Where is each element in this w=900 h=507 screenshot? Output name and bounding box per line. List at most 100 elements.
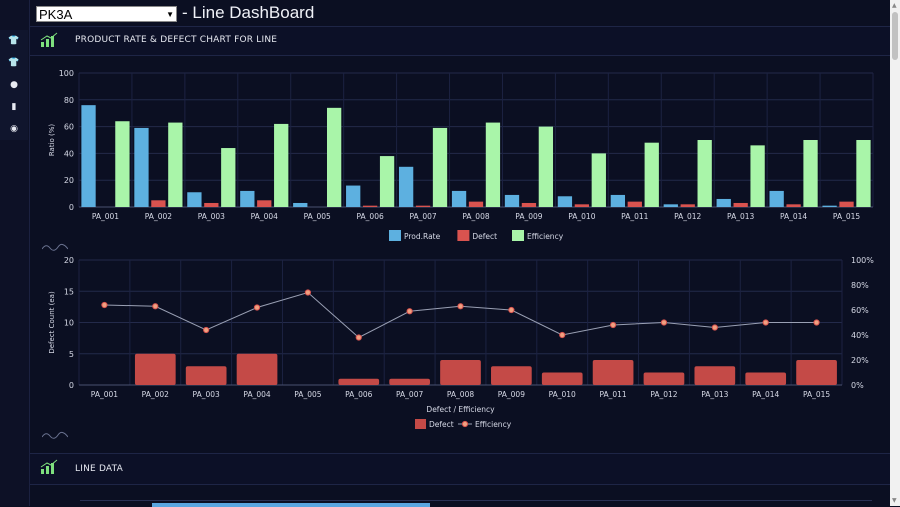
sidebar-item-shirt[interactable]: 👕 <box>0 30 28 52</box>
scrollbar[interactable]: ▲ ▼ <box>890 0 900 506</box>
x-tick-label: PA_004 <box>243 390 270 399</box>
bar-chart-icon <box>40 32 58 47</box>
x-tick-label: PA_014 <box>752 390 779 399</box>
bar-efficiency <box>432 127 448 207</box>
y-tick-label: 40 <box>64 149 74 158</box>
bar-defect <box>786 204 801 207</box>
bar-efficiency <box>591 153 606 207</box>
bar-efficiency <box>485 122 501 207</box>
x-tick-label: PA_001 <box>91 390 118 399</box>
bar-defect <box>362 205 378 207</box>
sidebar-item-clock[interactable]: ◉ <box>0 118 28 140</box>
bar-prodrate <box>293 202 308 207</box>
point-efficiency <box>660 319 668 326</box>
x-tick-label: PA_005 <box>304 212 331 221</box>
point-efficiency <box>355 334 362 341</box>
x-tick-label: PA_006 <box>345 390 372 399</box>
bar-defect <box>338 378 380 385</box>
bar-defect <box>415 205 431 207</box>
x-tick-label: PA_007 <box>396 390 423 399</box>
scroll-up-icon[interactable]: ▲ <box>892 2 897 9</box>
legend-marker <box>461 420 469 428</box>
sidebar-item-document[interactable]: ▮ <box>0 96 28 118</box>
scroll-thumb[interactable] <box>892 12 898 60</box>
shirt-icon: 👕 <box>8 36 20 46</box>
y-tick-label: 0 <box>69 203 74 212</box>
y-tick-label: 80 <box>64 96 74 105</box>
chevron-down-icon: ▼ <box>166 10 174 19</box>
point-efficiency <box>203 326 210 334</box>
x-tick-label: PA_014 <box>780 212 807 221</box>
sidebar-item-palette[interactable]: ● <box>0 74 28 96</box>
bar-prodrate <box>716 198 731 207</box>
point-efficiency <box>610 321 617 329</box>
bar-defect <box>592 360 634 385</box>
bar-defect <box>643 372 685 385</box>
x-tick-label: PA_007 <box>409 212 436 221</box>
y2-tick-label: 100% <box>851 256 874 265</box>
bar-efficiency <box>644 142 659 207</box>
bar-defect <box>204 202 219 207</box>
bar-efficiency <box>697 140 712 207</box>
y2-tick-label: 0% <box>851 381 864 390</box>
bar-prodrate <box>504 194 520 207</box>
point-efficiency <box>101 301 108 309</box>
bar-defect <box>185 366 227 385</box>
point-efficiency <box>711 324 718 331</box>
bar-defect <box>151 200 166 207</box>
legend-label: Efficiency <box>527 232 564 241</box>
bar-prodrate <box>557 196 573 207</box>
main-content: PK3A ▼ - Line DashBoard PRODUCT RATE & D… <box>30 0 890 507</box>
legend-label: Prod.Rate <box>404 232 441 241</box>
point-efficiency <box>559 331 566 339</box>
x-tick-label: PA_008 <box>462 212 489 221</box>
x-tick-label: PA_013 <box>701 390 728 399</box>
point-efficiency <box>253 304 261 311</box>
x-tick-label: PA_012 <box>650 390 677 399</box>
x-tick-label: PA_004 <box>251 212 278 221</box>
point-efficiency <box>457 303 464 310</box>
point-efficiency <box>813 319 820 326</box>
legend-swatch <box>415 419 426 429</box>
bar-prodrate <box>769 190 784 207</box>
x-tick-label: PA_011 <box>621 212 648 221</box>
x-tick-label: PA_012 <box>674 212 701 221</box>
y-tick-label: 100 <box>59 69 74 78</box>
bar-defect <box>521 202 537 207</box>
scroll-down-icon[interactable]: ▼ <box>892 497 897 504</box>
x-tick-label: PA_002 <box>142 390 169 399</box>
y2-tick-label: 40% <box>851 331 869 340</box>
x-tick-label: PA_002 <box>145 212 172 221</box>
line-data-title: LINE DATA <box>75 464 123 474</box>
y-tick-label: 5 <box>69 350 74 359</box>
bar-defect <box>134 353 176 385</box>
clock-icon: ◉ <box>10 124 18 134</box>
bar-efficiency <box>856 140 871 207</box>
x-tick-label: PA_003 <box>198 212 225 221</box>
document-icon: ▮ <box>11 102 17 112</box>
x-tick-label: PA_003 <box>193 390 220 399</box>
y2-tick-label: 60% <box>851 306 869 315</box>
bar-defect <box>440 360 481 385</box>
y2-tick-label: 20% <box>851 356 869 365</box>
y-tick-label: 0 <box>69 381 74 390</box>
bar-defect <box>574 204 590 207</box>
page-title: - Line DashBoard <box>182 3 315 22</box>
sidebar-item-shirt-2[interactable]: 👕 <box>0 52 28 74</box>
y-tick-label: 15 <box>64 287 74 296</box>
shirt-icon: 👕 <box>8 58 20 68</box>
bar-defect <box>236 353 278 385</box>
bar-defect <box>389 378 430 385</box>
x-tick-label: PA_010 <box>568 212 595 221</box>
bar-defect <box>839 201 854 207</box>
line-select[interactable]: PK3A ▼ <box>36 6 177 22</box>
bar-efficiency <box>379 156 395 207</box>
wave-icon <box>42 243 68 251</box>
bar-defect <box>733 202 748 207</box>
sidebar: 👕 👕 ● ▮ ◉ <box>0 0 30 506</box>
y-tick-label: 60 <box>64 123 74 132</box>
bar-defect <box>468 201 484 207</box>
bar-efficiency <box>538 126 554 207</box>
bar-efficiency <box>168 122 183 207</box>
bar-prodrate <box>451 190 467 207</box>
